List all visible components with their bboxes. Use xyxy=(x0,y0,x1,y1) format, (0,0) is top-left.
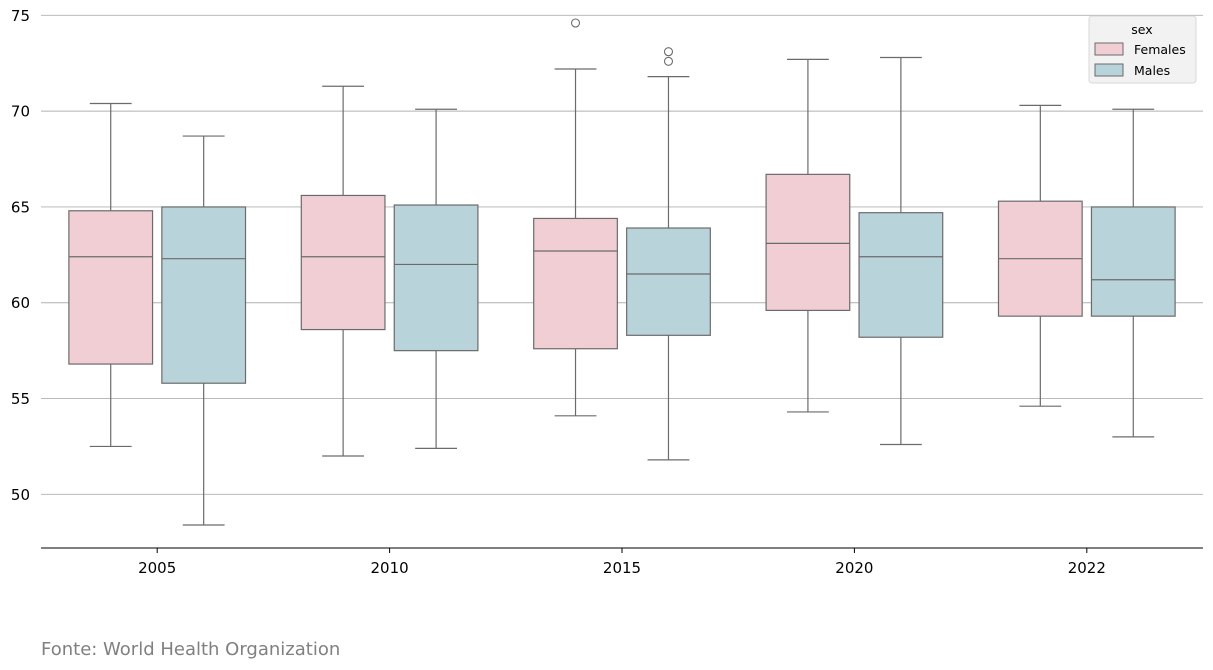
box-females-2015 xyxy=(533,18,618,417)
y-tick-label-55: 55 xyxy=(11,390,30,408)
legend: sex Females Males xyxy=(1088,15,1197,84)
boxes xyxy=(68,18,1176,526)
box-females-2022 xyxy=(997,104,1083,407)
y-tick-label-70: 70 xyxy=(11,103,30,121)
x-tick-label-2015: 2015 xyxy=(603,559,641,577)
legend-label-males: Males xyxy=(1134,63,1170,78)
box-males-2005 xyxy=(161,135,247,526)
iqr-box xyxy=(533,217,618,350)
iqr-box xyxy=(858,212,944,338)
y-tick-label-65: 65 xyxy=(11,198,30,216)
iqr-box xyxy=(765,173,851,312)
outlier-point xyxy=(570,18,581,28)
source-note: Fonte: World Health Organization xyxy=(41,639,341,660)
iqr-box xyxy=(300,194,386,331)
box-females-2010 xyxy=(300,85,386,457)
outlier-point xyxy=(663,56,674,66)
legend-swatch-females xyxy=(1094,42,1124,56)
box-males-2020 xyxy=(858,56,944,446)
iqr-box xyxy=(161,206,247,384)
iqr-box xyxy=(393,204,479,352)
box-females-2005 xyxy=(68,102,154,448)
iqr-box xyxy=(1090,206,1176,317)
x-tick-label-2010: 2010 xyxy=(371,559,409,577)
box-males-2015 xyxy=(626,47,711,461)
x-tick-label-2020: 2020 xyxy=(835,559,873,577)
y-tick-label-50: 50 xyxy=(11,486,30,504)
axes: 50 55 60 65 70 75 2005 2010 2015 2020 2022 xyxy=(11,7,1203,577)
legend-title: sex xyxy=(1131,22,1152,37)
x-tick-label-2005: 2005 xyxy=(138,559,176,577)
iqr-box xyxy=(626,227,711,336)
y-tick-label-60: 60 xyxy=(11,294,30,312)
box-males-2022 xyxy=(1090,108,1176,438)
legend-label-females: Females xyxy=(1134,42,1186,57)
box-males-2010 xyxy=(393,108,479,449)
box-females-2020 xyxy=(765,58,851,413)
legend-swatch-males xyxy=(1094,63,1124,77)
x-tick-label-2022: 2022 xyxy=(1068,559,1106,577)
y-tick-label-75: 75 xyxy=(11,7,30,25)
iqr-box xyxy=(68,210,154,365)
outlier-point xyxy=(663,47,674,57)
